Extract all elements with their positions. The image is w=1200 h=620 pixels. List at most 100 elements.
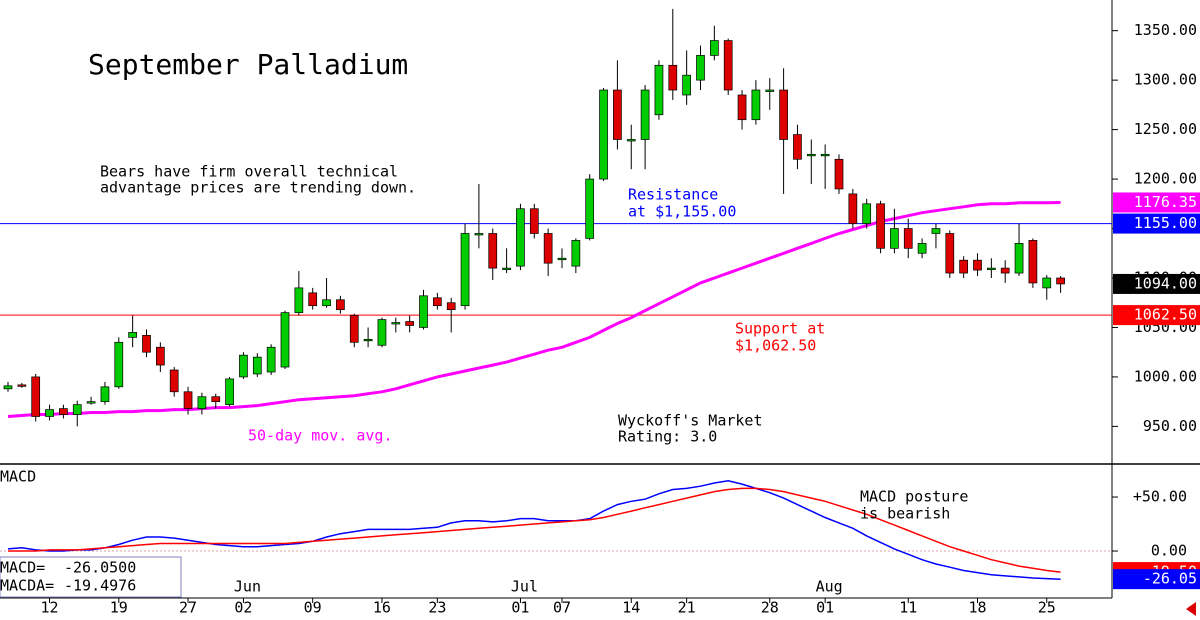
macd-note: MACD posture [860, 488, 968, 506]
readout-value: -26.0500 [64, 559, 136, 577]
candle-body [252, 356, 262, 375]
candle-body [156, 346, 165, 366]
level-flag-box [1113, 213, 1200, 234]
y-tick-label: 1250.00 [1134, 120, 1197, 138]
month-label: Jun [234, 578, 261, 596]
candle-body [72, 404, 82, 415]
macd-tick-label: 0.00 [1151, 542, 1187, 560]
month-label: Aug [816, 578, 843, 596]
candle-body [502, 267, 511, 270]
candle-body [848, 193, 858, 224]
candle-body [723, 40, 733, 91]
candle-body [405, 321, 414, 326]
candle-body [543, 233, 553, 264]
readout-name: MACD= [0, 559, 45, 577]
candle-body [86, 401, 96, 404]
candle-body [460, 233, 470, 307]
candle-body [474, 233, 484, 236]
readout-box [0, 556, 182, 598]
candle-body [765, 89, 775, 92]
candle-body [142, 335, 151, 353]
candle-body [640, 89, 650, 140]
y-tick-label: 1300.00 [1134, 71, 1197, 89]
y-tick-label: 1350.00 [1134, 21, 1197, 39]
candle-body [571, 240, 581, 267]
candle-body [834, 158, 844, 190]
moving-average-label: 50-day mov. avg. [248, 427, 393, 445]
x-tick-label: 16 [373, 599, 391, 617]
level-note: $1,062.50 [735, 337, 816, 355]
candle-body [890, 228, 899, 249]
candle-body [751, 89, 761, 121]
candle-body [59, 408, 68, 415]
x-tick-label: 18 [968, 599, 986, 617]
candle-body [793, 134, 802, 160]
candle-body [626, 139, 636, 142]
x-tick-label: 19 [110, 599, 128, 617]
candle-body [1014, 243, 1024, 274]
candle-body [128, 332, 137, 338]
x-tick-label: 11 [899, 599, 917, 617]
candle-body [945, 233, 955, 274]
candle-body [585, 178, 595, 239]
candle-body [806, 153, 816, 157]
chart-title: September Palladium [88, 48, 408, 81]
candle-body [876, 203, 885, 249]
candle-body [973, 259, 982, 271]
candle-body [183, 391, 193, 409]
level-note: Resistance [628, 186, 718, 204]
candle-body [737, 94, 747, 121]
candle-body [529, 208, 539, 234]
candle-body [1028, 240, 1038, 284]
ma-flag-box [1113, 192, 1200, 213]
x-tick-label: 07 [553, 599, 571, 617]
candle-body [931, 228, 941, 234]
candle-body [1042, 277, 1052, 289]
scroll-arrow[interactable] [1186, 602, 1196, 616]
readout-value: -19.4976 [64, 577, 136, 595]
readout-name: MACDA= [0, 577, 54, 595]
candle-body [959, 259, 969, 274]
candle-body [363, 338, 373, 342]
candle-body [197, 396, 207, 409]
candle-body [377, 319, 387, 346]
candle-body [349, 315, 359, 343]
month-label: Jul [511, 578, 538, 596]
candle-body [613, 89, 622, 140]
candle-body [45, 409, 54, 417]
candle-body [917, 243, 927, 254]
candle-body [3, 385, 13, 390]
macd-line [8, 487, 1061, 573]
level-flag-box [1113, 305, 1200, 326]
x-tick-label: 02 [234, 599, 252, 617]
moving-average-line [7, 201, 1061, 418]
candle-body [169, 369, 179, 393]
candle-body [391, 322, 401, 325]
close-flag: 1094.00 [1134, 274, 1197, 292]
candle-body [820, 153, 830, 157]
macd-flag-box [1113, 569, 1200, 590]
close-flag-box [1113, 273, 1200, 294]
candle-body [696, 55, 705, 81]
candle-body [322, 299, 331, 307]
candle-body [654, 64, 664, 116]
candle-body [280, 312, 290, 368]
candle-body [31, 376, 41, 417]
candle-body [308, 292, 318, 307]
x-tick-label: 25 [1038, 599, 1056, 617]
annotation: Rating: 3.0 [618, 428, 717, 446]
annotation: Wyckoff's Market [618, 412, 763, 430]
candle-body [114, 341, 124, 388]
candle-body [986, 267, 996, 270]
y-tick-label: 1200.00 [1134, 170, 1197, 188]
candle-body [488, 233, 498, 269]
x-tick-label: 14 [622, 599, 640, 617]
candle-body [336, 299, 345, 311]
candle-body [433, 297, 442, 307]
candle-body [419, 295, 428, 328]
level-note: Support at [735, 320, 825, 338]
x-tick-label: 21 [678, 599, 696, 617]
candle-body [266, 346, 276, 373]
candle-body [1000, 267, 1010, 274]
x-tick-label: 01 [511, 599, 529, 617]
